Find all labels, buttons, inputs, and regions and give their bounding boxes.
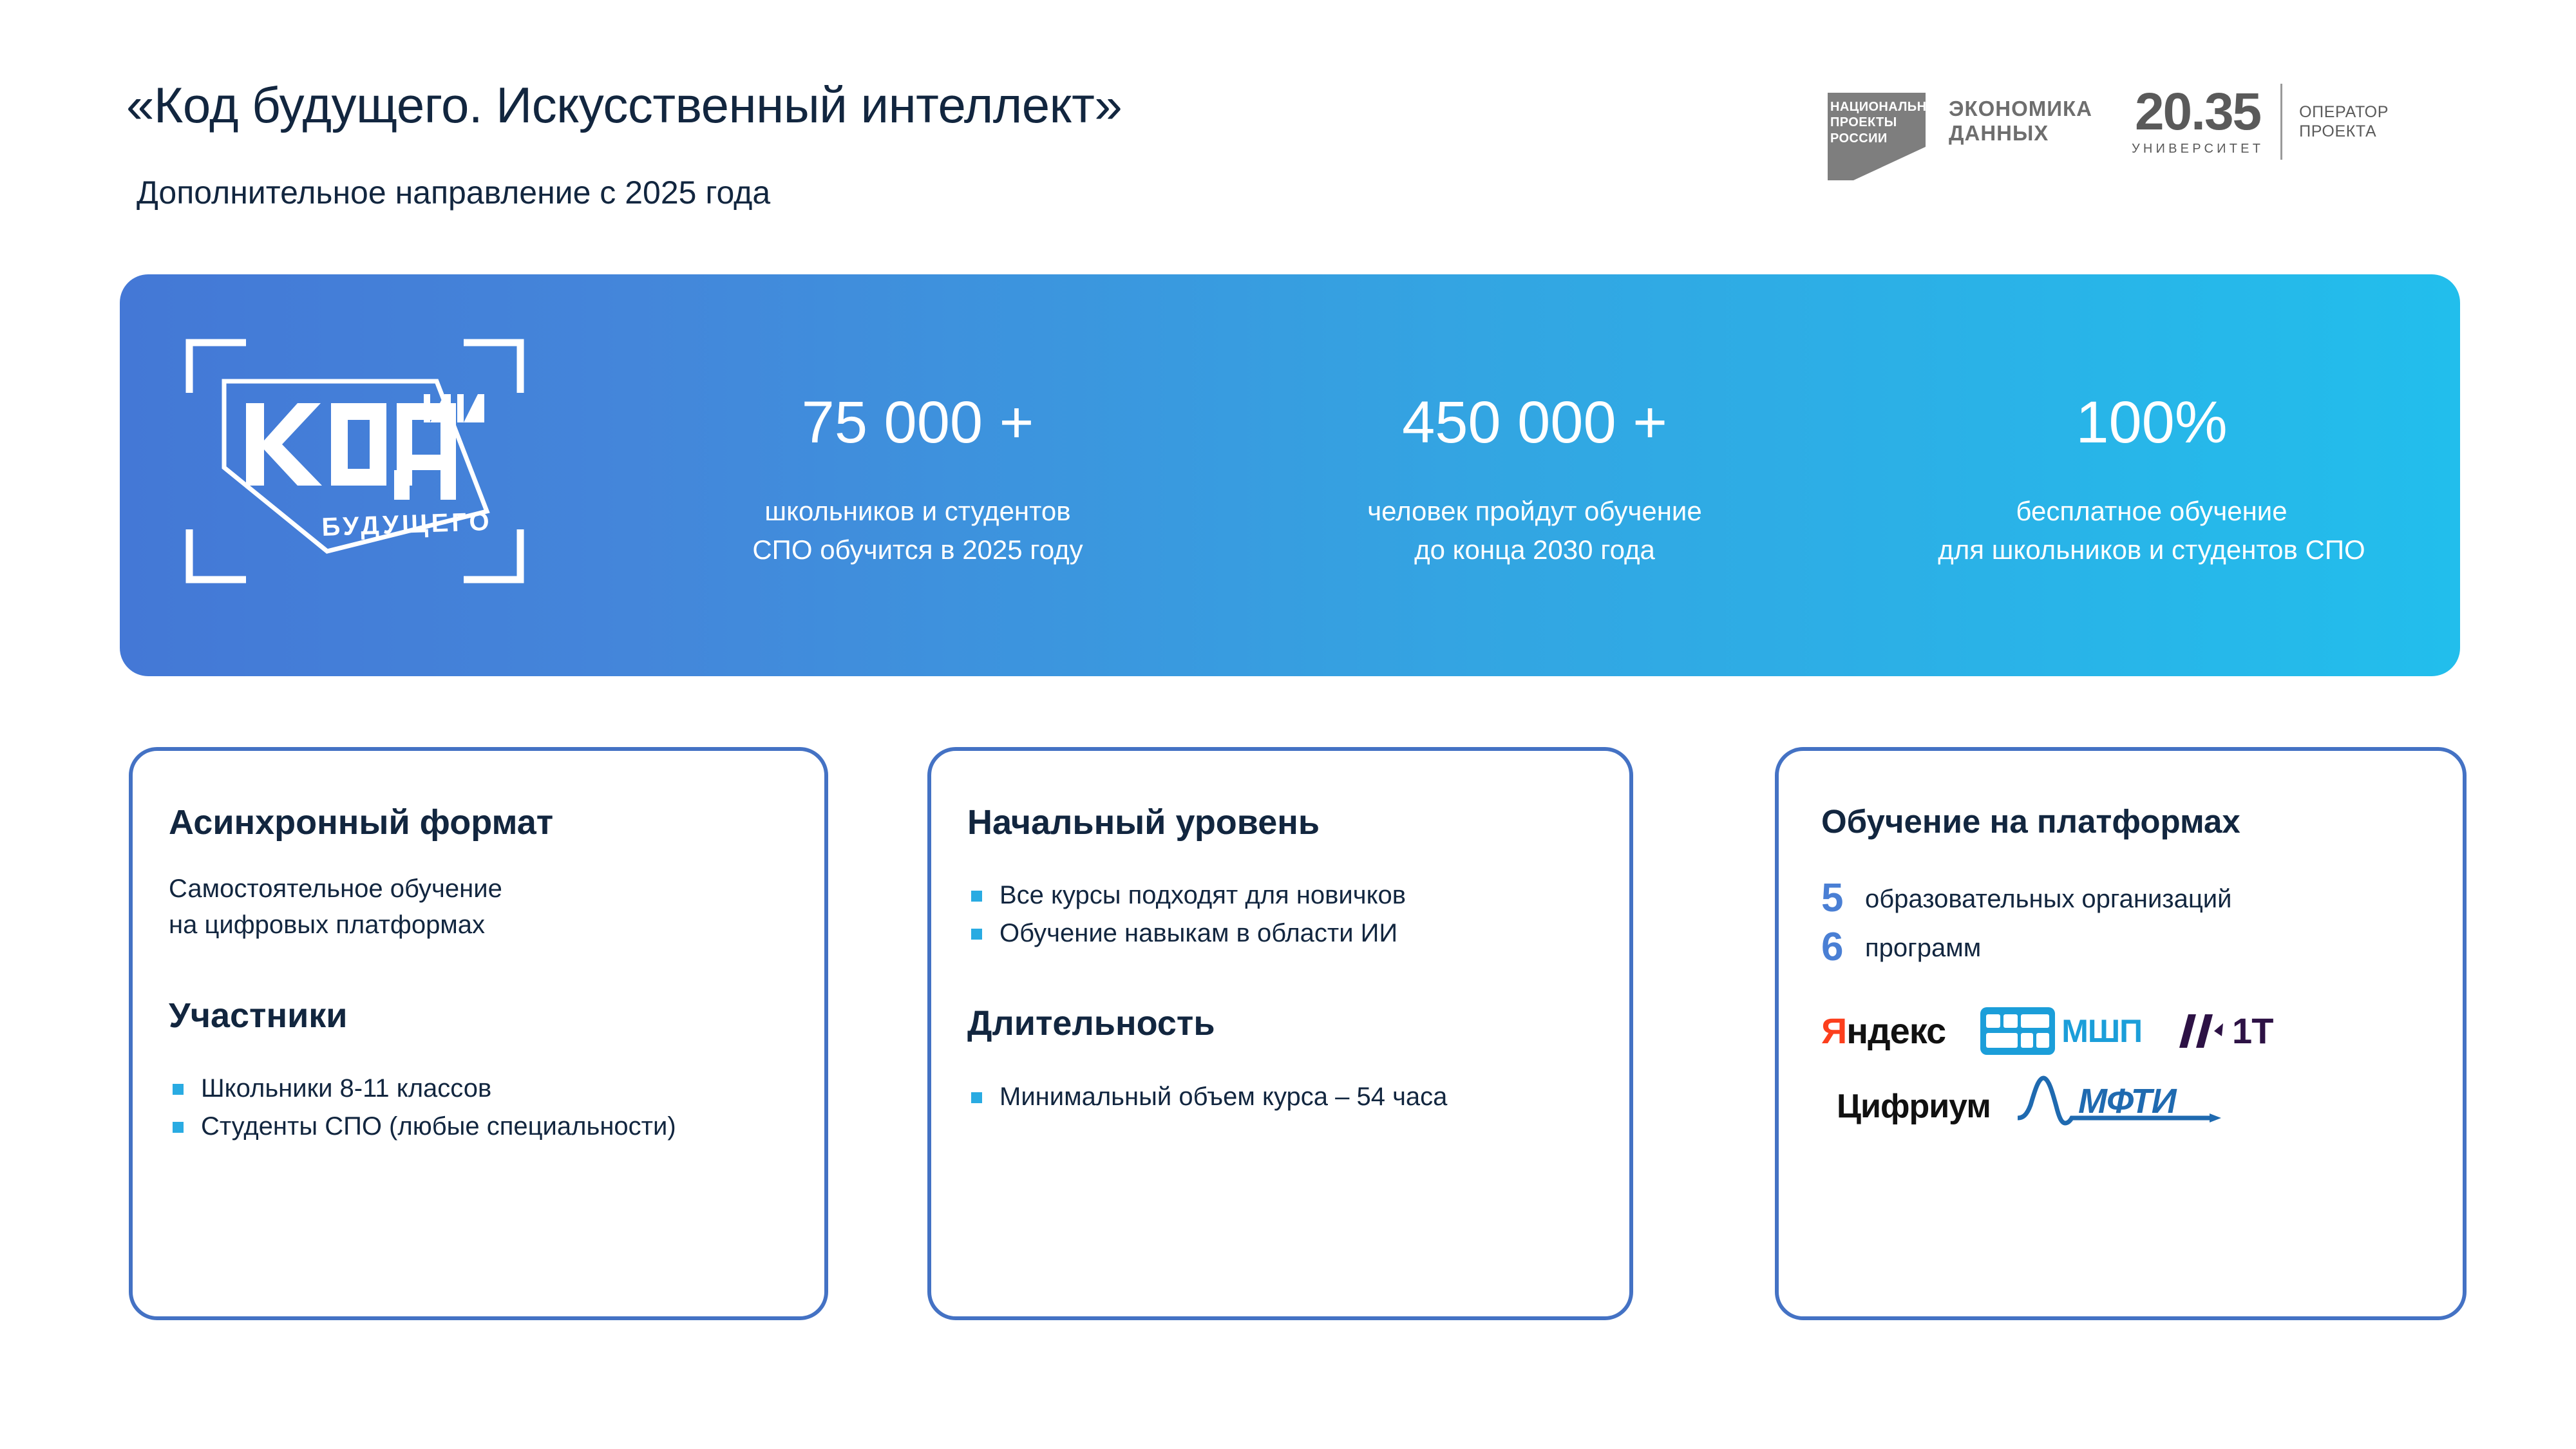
platform-logos: Яндекс МШП — [1821, 1007, 2427, 1140]
vertical-divider — [2280, 84, 2283, 160]
national-projects-flag-icon: НАЦИОНАЛЬНЫЕ ПРОЕКТЫ РОССИИ — [1816, 90, 1948, 184]
platform-counts: 5 образовательных организаций 6 программ — [1821, 878, 2427, 967]
count-row: 6 программ — [1821, 927, 2427, 967]
cifrium-logo: Цифриум — [1837, 1088, 1991, 1126]
bullet-square-icon — [971, 928, 982, 940]
national-projects-flag-text: НАЦИОНАЛЬНЫЕ ПРОЕКТЫ РОССИИ — [1830, 100, 1949, 146]
mshp-wordmark: МШП — [2061, 1013, 2143, 1050]
platform-logo-row: Цифриум МФТИ — [1821, 1073, 2427, 1140]
count-row: 5 образовательных организаций — [1821, 878, 2427, 918]
count-number: 5 — [1821, 876, 1844, 921]
hero-banner: БУДУЩЕГО 75 000 + школьников и студентов… — [120, 274, 2460, 676]
mipt-logo: МФТИ — [2017, 1075, 2221, 1126]
card-asynchronous-format: Асинхронный формат Самостоятельное обуче… — [129, 747, 828, 1320]
count-number: 6 — [1821, 925, 1844, 970]
list-item: Все курсы подходят для новичков — [967, 878, 1593, 913]
stat-description: школьников и студентов СПО обучится в 20… — [752, 496, 1083, 565]
odint-logo: 1Т — [2177, 1008, 2273, 1054]
info-cards: Асинхронный формат Самостоятельное обуче… — [0, 747, 2576, 1327]
bullet-square-icon — [971, 1092, 982, 1103]
stat-item: 100% бесплатное обучение для школьников … — [1843, 274, 2460, 676]
odint-mark-icon — [2179, 1014, 2224, 1048]
list-item: Школьники 8-11 классов — [169, 1071, 788, 1106]
university-2035-logo: 20.35 УНИВЕРСИТЕТ ОПЕРАТОР ПРОЕКТА — [2132, 84, 2389, 160]
bullet-square-icon — [971, 891, 982, 902]
count-label: образовательных организаций — [1865, 885, 2232, 914]
svg-text:МФТИ: МФТИ — [2078, 1082, 2177, 1121]
card-paragraph: Самостоятельное обучение на цифровых пла… — [169, 875, 502, 939]
card-beginner-level: Начальный уровень Все курсы подходят для… — [927, 747, 1633, 1320]
list-item: Студенты СПО (любые специальности) — [169, 1109, 788, 1144]
stat-value: 450 000 + — [1402, 390, 1667, 456]
card-bullet-list: Все курсы подходят для новичков Обучение… — [967, 878, 1593, 951]
list-item: Минимальный объем курса – 54 часа — [967, 1079, 1593, 1114]
page-title: «Код будущего. Искусственный интеллект» — [126, 77, 1122, 133]
stat-description: человек пройдут обучение до конца 2030 г… — [1367, 496, 1702, 565]
stat-item: 75 000 + школьников и студентов СПО обуч… — [609, 274, 1226, 676]
university-2035-wordmark: 20.35 УНИВЕРСИТЕТ — [2132, 82, 2264, 157]
card-learning-platforms: Обучение на платформах 5 образовательных… — [1775, 747, 2467, 1320]
svg-text:БУДУЩЕГО: БУДУЩЕГО — [321, 507, 493, 542]
odint-wordmark: 1Т — [2232, 1010, 2273, 1052]
card-heading: Обучение на платформах — [1821, 803, 2240, 840]
stat-value: 75 000 + — [801, 390, 1034, 456]
stat-description: бесплатное обучение для школьников и сту… — [1938, 496, 2365, 565]
stat-item: 450 000 + человек пройдут обучение до ко… — [1226, 274, 1843, 676]
card-bullet-list: Школьники 8-11 классов Студенты СПО (люб… — [169, 1071, 788, 1144]
list-item: Обучение навыкам в области ИИ — [967, 916, 1593, 951]
university-2035-number: 20.35 — [2134, 82, 2262, 141]
university-2035-subtitle: УНИВЕРСИТЕТ — [2132, 142, 2264, 156]
card-heading: Участники — [169, 996, 348, 1035]
mshp-mark-icon — [1980, 1007, 2056, 1056]
card-heading: Длительность — [967, 1004, 1215, 1043]
card-bullet-list: Минимальный объем курса – 54 часа — [967, 1079, 1593, 1114]
stat-value: 100% — [2076, 390, 2228, 456]
banner-stats: 75 000 + школьников и студентов СПО обуч… — [609, 274, 2460, 676]
national-projects-logo: НАЦИОНАЛЬНЫЕ ПРОЕКТЫ РОССИИ ЭКОНОМИКА ДА… — [1816, 90, 2092, 184]
kod-budushchego-logo: БУДУЩЕГО — [184, 339, 526, 583]
bullet-square-icon — [173, 1084, 184, 1095]
page-subtitle: Дополнительное направление с 2025 года — [137, 175, 771, 211]
university-2035-role: ОПЕРАТОР ПРОЕКТА — [2299, 102, 2389, 141]
national-projects-name: ЭКОНОМИКА ДАННЫХ — [1949, 97, 2092, 146]
card-heading: Асинхронный формат — [169, 803, 554, 842]
mshp-logo: МШП — [1980, 1007, 2143, 1056]
platform-logo-row: Яндекс МШП — [1821, 1007, 2427, 1056]
card-heading: Начальный уровень — [967, 803, 1320, 842]
yandex-logo: Яндекс — [1821, 1010, 1946, 1052]
count-label: программ — [1865, 934, 1982, 963]
bullet-square-icon — [173, 1121, 184, 1133]
